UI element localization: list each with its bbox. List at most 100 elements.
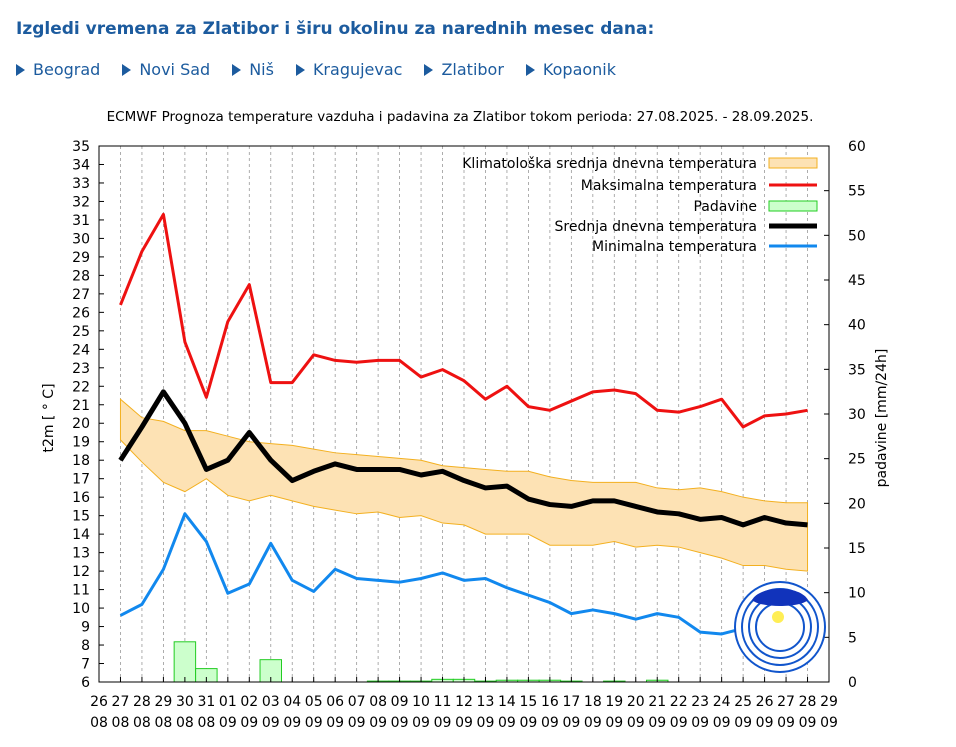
y-tick-label: 13: [72, 546, 90, 562]
x-tick-label-month: 09: [412, 715, 430, 731]
y-tick-label: 35: [72, 139, 90, 155]
x-tick-label-month: 09: [240, 715, 258, 731]
x-tick-label-day: 30: [176, 694, 194, 710]
x-tick-label-month: 09: [262, 715, 280, 731]
legend-label: Srednja dnevna temperatura: [555, 219, 757, 235]
legend-label: Minimalna temperatura: [592, 239, 757, 255]
x-tick-label-month: 09: [519, 715, 537, 731]
x-tick-label-day: 06: [326, 694, 344, 710]
y-tick-label: 32: [72, 194, 90, 210]
y-tick-label: 30: [72, 231, 90, 247]
y-tick-label: 15: [72, 509, 90, 525]
x-tick-label-month: 09: [648, 715, 666, 731]
x-tick-label-day: 13: [477, 694, 495, 710]
forecast-chart: ECMWF Prognoza temperature vazduha i pad…: [41, 109, 890, 731]
x-tick-label-month: 08: [197, 715, 215, 731]
x-tick-label-day: 15: [519, 694, 537, 710]
x-tick-label-day: 31: [197, 694, 215, 710]
city-link-nis[interactable]: Niš: [232, 60, 274, 79]
x-tick-label-month: 09: [477, 715, 495, 731]
y2-axis-label: padavine [mm/24h]: [874, 349, 890, 488]
triangle-right-icon: [232, 63, 242, 76]
y-tick-label: 16: [72, 490, 90, 506]
city-link-label: Kragujevac: [312, 60, 403, 79]
y2-tick-label: 0: [848, 675, 857, 691]
city-link-beograd[interactable]: Beograd: [16, 60, 100, 79]
x-tick-label-day: 21: [648, 694, 666, 710]
x-tick-label-day: 29: [820, 694, 838, 710]
y2-tick-label: 25: [848, 452, 866, 468]
city-nav: Beograd Novi Sad Niš Kragujevac Zlatibor…: [16, 60, 638, 79]
city-link-novi-sad[interactable]: Novi Sad: [122, 60, 210, 79]
x-tick-label-day: 28: [133, 694, 151, 710]
y-tick-label: 28: [72, 268, 90, 284]
y2-tick-label: 35: [848, 362, 866, 378]
x-tick-label-month: 09: [369, 715, 387, 731]
y-tick-label: 18: [72, 453, 90, 469]
y-tick-label: 19: [72, 435, 90, 451]
x-tick-label-month: 09: [305, 715, 323, 731]
x-tick-label-day: 09: [391, 694, 409, 710]
y-tick-label: 25: [72, 324, 90, 340]
x-tick-label-month: 09: [713, 715, 731, 731]
city-link-label: Beograd: [33, 60, 101, 79]
x-tick-label-month: 09: [434, 715, 452, 731]
x-tick-label-day: 19: [605, 694, 623, 710]
x-tick-label-month: 09: [391, 715, 409, 731]
city-link-label: Novi Sad: [139, 60, 211, 79]
legend-label: Padavine: [693, 199, 757, 215]
x-tick-label-day: 23: [691, 694, 709, 710]
x-tick-label-day: 03: [262, 694, 280, 710]
triangle-right-icon: [122, 63, 132, 76]
x-tick-label-day: 27: [777, 694, 795, 710]
triangle-right-icon: [525, 63, 535, 76]
x-tick-label-day: 16: [541, 694, 559, 710]
series-line: [119, 212, 808, 429]
city-link-label: Zlatibor: [441, 60, 504, 79]
x-tick-label-day: 12: [455, 694, 473, 710]
x-tick-label-day: 20: [627, 694, 645, 710]
x-tick-label-month: 09: [541, 715, 559, 731]
x-tick-label-month: 08: [176, 715, 194, 731]
y-tick-label: 9: [81, 620, 90, 636]
triangle-right-icon: [16, 63, 25, 76]
x-tick-label-day: 04: [283, 694, 301, 710]
x-tick-label-day: 25: [734, 694, 752, 710]
city-link-label: Niš: [249, 60, 274, 79]
city-link-kragujevac[interactable]: Kragujevac: [295, 60, 403, 79]
x-tick-label-month: 08: [90, 715, 108, 731]
x-tick-label-month: 09: [756, 715, 774, 731]
y-tick-label: 8: [81, 638, 90, 654]
city-link-kopaonik[interactable]: Kopaonik: [525, 60, 617, 79]
x-tick-label-day: 27: [112, 694, 130, 710]
x-tick-label-day: 26: [90, 694, 108, 710]
x-tick-label-month: 09: [627, 715, 645, 731]
x-tick-label-day: 17: [562, 694, 580, 710]
x-tick-label-month: 09: [734, 715, 752, 731]
y-tick-label: 7: [81, 657, 90, 673]
y-tick-label: 22: [72, 379, 90, 395]
y2-tick-label: 15: [848, 541, 866, 557]
x-tick-label-month: 09: [605, 715, 623, 731]
y2-tick-label: 45: [848, 273, 866, 289]
city-link-label: Kopaonik: [542, 60, 617, 79]
x-tick-label-day: 01: [219, 694, 237, 710]
x-tick-label-month: 09: [283, 715, 301, 731]
y-tick-label: 12: [72, 564, 90, 580]
x-tick-label-month: 09: [691, 715, 709, 731]
x-tick-label-day: 26: [756, 694, 774, 710]
city-link-zlatibor[interactable]: Zlatibor: [424, 60, 504, 79]
x-tick-label-month: 09: [777, 715, 795, 731]
y-tick-label: 10: [72, 601, 90, 617]
y2-tick-label: 10: [848, 586, 866, 602]
x-tick-label-day: 02: [240, 694, 258, 710]
climatology-band: [119, 398, 809, 572]
legend: Klimatološka srednja dnevna temperatura M…: [462, 156, 818, 255]
y-tick-label: 24: [72, 342, 90, 358]
x-tick-label-month: 08: [112, 715, 130, 731]
series-line: [119, 512, 808, 636]
x-tick-label-month: 09: [498, 715, 516, 731]
series-lines: [118, 212, 808, 636]
x-tick-label-month: 09: [219, 715, 237, 731]
x-tick-label-day: 14: [498, 694, 516, 710]
